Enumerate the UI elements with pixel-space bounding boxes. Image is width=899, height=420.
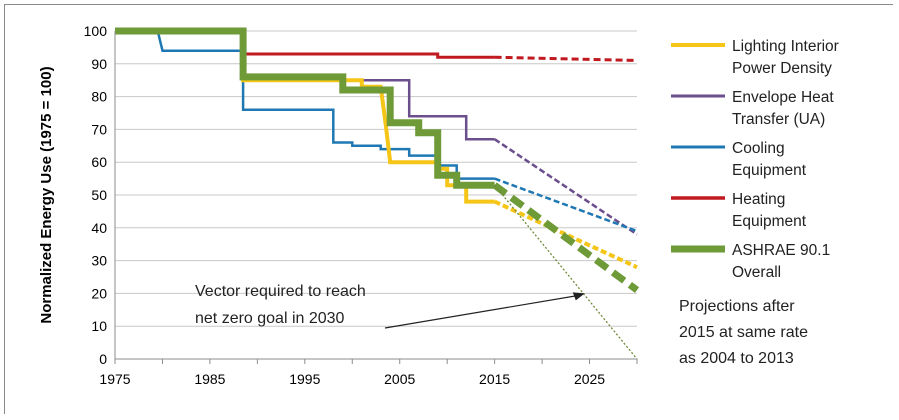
series-line-ashrae-90-1-overall: [115, 27, 495, 189]
y-axis-label: Normalized Energy Use (1975 = 100): [38, 66, 55, 323]
legend-label: Equipment: [732, 213, 807, 230]
arrow-head: [572, 292, 585, 301]
legend-label: Transfer (UA): [732, 111, 825, 128]
y-tick-label: 0: [99, 351, 107, 367]
y-tick-label: 30: [91, 253, 107, 269]
projection-line-cooling-equipment: [494, 177, 638, 233]
x-tick-label: 2015: [479, 371, 510, 387]
vector-note-line1: Vector required to reach: [195, 283, 366, 300]
y-tick-label: 20: [91, 285, 107, 301]
legend-label: Power Density: [732, 60, 832, 77]
projection-line-ashrae-90-1-overall: [492, 182, 640, 293]
legend-label: Equipment: [732, 162, 807, 179]
y-tick-label: 100: [84, 23, 108, 39]
legend-label: Overall: [732, 264, 781, 281]
legend-label: Lighting Interior: [732, 38, 839, 55]
x-tick-label: 2025: [574, 371, 605, 387]
projection-note-line: as 2004 to 2013: [679, 350, 794, 367]
y-tick-label: 50: [91, 187, 107, 203]
projection-line-heating-equipment: [494, 55, 638, 62]
vector-note-line2: net zero goal in 2030: [195, 310, 345, 327]
projection-note-line: Projections after: [679, 298, 795, 315]
x-tick-label: 2005: [384, 371, 415, 387]
x-tick-label: 1975: [99, 371, 130, 387]
legend-label: ASHRAE 90.1: [732, 242, 830, 259]
legend-label: Cooling: [732, 140, 785, 157]
y-tick-label: 40: [91, 220, 107, 236]
line-chart: Vector required to reach net zero goal in…: [5, 5, 894, 415]
projection-note-line: 2015 at same rate: [679, 324, 808, 341]
y-tick-label: 80: [91, 89, 107, 105]
projection-line-envelope-heat-transfer-ua: [493, 138, 638, 236]
legend-label: Heating: [732, 191, 785, 208]
net-zero-vector-line: [494, 184, 638, 360]
projection-line-lighting-interior-power-density: [493, 199, 638, 270]
y-tick-label: 90: [91, 56, 107, 72]
y-tick-label: 60: [91, 154, 107, 170]
y-tick-label: 10: [91, 318, 107, 334]
annotation-arrow: [384, 294, 579, 329]
legend-label: Envelope Heat: [732, 89, 834, 106]
x-tick-label: 1985: [194, 371, 225, 387]
y-tick-label: 70: [91, 121, 107, 137]
x-tick-label: 1995: [289, 371, 320, 387]
chart-frame: Vector required to reach net zero goal in…: [4, 4, 894, 415]
